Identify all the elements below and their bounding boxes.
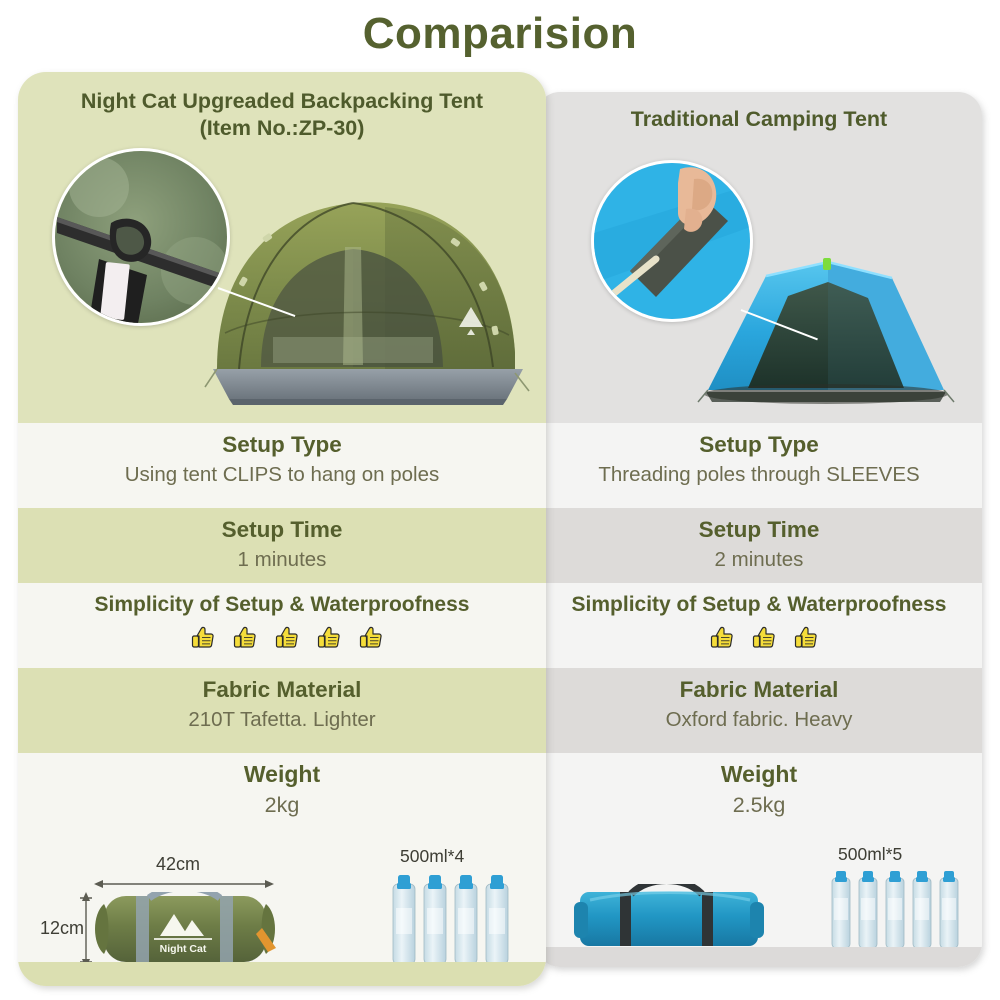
row-value: 1 minutes [237,548,327,571]
thumbs-up-icon [275,627,298,648]
row-value: Oxford fabric. Heavy [665,708,853,731]
row-setup-type: Setup Type Threading poles through SLEEV… [536,423,982,508]
row-fabric-material: Fabric Material 210T Tafetta. Lighter [18,668,546,753]
hero-title-traditional: Traditional Camping Tent [630,107,888,131]
row-value: Threading poles through SLEEVES [598,463,920,486]
page-title: Comparision [362,9,638,58]
row-label: Setup Time [698,517,820,542]
row-value: 2 minutes [714,548,804,571]
bag-width-label: 42cm [156,854,201,874]
row-simplicity-waterproofness: Simplicity of Setup & Waterproofness [18,583,546,668]
rating-thumbs-up [536,620,982,654]
comparison-column-night-cat: Night Cat Upgreaded Backpacking Tent (It… [18,72,546,986]
bag-brand-text: Night Cat [160,943,207,955]
blue-dome-tent-icon [697,258,955,404]
card-footer-strip [18,962,546,986]
card-footer-strip [536,947,982,967]
rating-thumbs-up [18,620,546,654]
hero-title-line1: Night Cat Upgreaded Backpacking Tent [80,89,484,113]
night-cat-stuff-sack-icon: Night Cat [95,892,276,962]
row-value: 210T Tafetta. Lighter [188,708,376,731]
row-label: Simplicity of Setup & Waterproofness [94,593,470,616]
height-dimension-arrow [80,892,92,968]
bottles-label: 500ml*4 [400,846,465,866]
thumbs-up-icon [359,627,382,648]
row-label: Fabric Material [679,677,839,702]
callout-traditional [591,160,753,322]
hero-panel-traditional: Traditional Camping Tent [536,92,982,423]
row-value: Using tent CLIPS to hang on poles [124,463,440,486]
thumbs-up-icon [233,627,256,648]
row-label: Setup Type [222,432,342,457]
bottles-label: 500ml*5 [838,844,903,864]
thumbs-up-icon [317,627,340,648]
thumbs-up-icon [710,627,733,648]
width-dimension-arrow [94,880,274,888]
bag-height-label: 12cm [40,918,85,938]
spec-rows-night-cat: Setup Type Using tent CLIPS to hang on p… [18,423,546,753]
weight-label: Weight [243,761,321,787]
row-label: Setup Time [221,517,343,542]
row-setup-time: Setup Time 2 minutes [536,508,982,583]
hero-title-line2: (Item No.:ZP-30) [199,116,365,140]
spec-rows-traditional: Setup Type Threading poles through SLEEV… [536,423,982,753]
blue-carry-bag-icon [574,884,764,946]
weight-label: Weight [720,761,798,787]
weight-value: 2.5kg [732,793,786,817]
callout-night-cat [52,148,230,326]
thumbs-up-icon [752,627,775,648]
row-label: Setup Type [699,432,819,457]
row-label: Fabric Material [202,677,362,702]
row-setup-type: Setup Type Using tent CLIPS to hang on p… [18,423,546,508]
row-label: Simplicity of Setup & Waterproofness [571,593,947,616]
weight-value: 2kg [264,793,300,817]
row-fabric-material: Fabric Material Oxford fabric. Heavy [536,668,982,753]
comparison-column-traditional: Traditional Camping Tent [536,92,982,967]
hero-title-night-cat: Night Cat Upgreaded Backpacking Tent (It… [18,88,546,142]
green-dome-tent-icon [204,202,530,405]
hero-panel-night-cat: Night Cat Upgreaded Backpacking Tent (It… [18,72,546,423]
weight-section-night-cat: Weight 2kg 42cm 12cm [18,753,546,986]
thumbs-up-icon [191,627,214,648]
row-setup-time: Setup Time 1 minutes [18,508,546,583]
weight-section-traditional: Weight 2.5kg [536,753,982,967]
night-cat-logo [459,307,483,335]
thumbs-up-icon [794,627,817,648]
row-simplicity-waterproofness: Simplicity of Setup & Waterproofness [536,583,982,668]
water-bottles-icon [831,871,959,949]
night-cat-logo: Night Cat [154,914,212,955]
water-bottles-icon [392,875,509,965]
